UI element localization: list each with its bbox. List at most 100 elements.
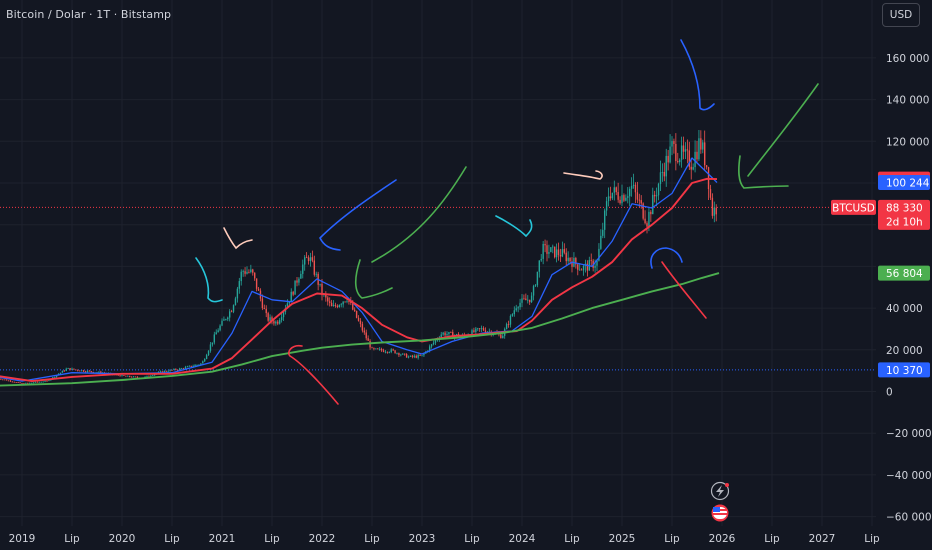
candle-body (565, 252, 567, 262)
candle-body (517, 307, 519, 309)
candle-body (3, 379, 6, 381)
ma-line-ma-slow (0, 272, 720, 387)
event-icons (710, 481, 730, 522)
candle-body (363, 330, 366, 333)
candle-body (146, 375, 148, 377)
candle-body (373, 348, 375, 349)
candle-body (275, 321, 277, 324)
us-flag-icon[interactable] (711, 504, 729, 522)
candle-body (400, 354, 402, 356)
candle-body (596, 260, 598, 266)
y-tick-label: 140 000 (886, 95, 929, 107)
candle-body (77, 369, 79, 371)
candle-body (332, 304, 335, 307)
candle-body (423, 353, 425, 356)
candle-body (442, 332, 444, 335)
candle-body (477, 328, 479, 330)
x-tick-label: 2022 (309, 533, 336, 545)
candle-body (219, 325, 221, 331)
candle-body (80, 370, 83, 372)
candle-body (5, 379, 8, 381)
candle-body (255, 278, 258, 289)
candle-body (290, 291, 292, 302)
candle-body (632, 184, 635, 186)
candle-body (365, 332, 367, 339)
candle-body (375, 348, 377, 350)
lightning-icon[interactable] (710, 481, 730, 501)
candle-body (100, 371, 102, 374)
candle-body (705, 165, 708, 168)
candle-body (396, 353, 398, 354)
candle-body (548, 252, 550, 254)
candle-body (582, 265, 585, 271)
candle-body (627, 196, 629, 198)
candle-body (282, 311, 285, 318)
price-axis[interactable]: 160 000 140 000 120 000 40 000 20 000 0 −20 00… (886, 53, 932, 524)
candle-body (336, 305, 339, 308)
candle-body (28, 382, 31, 384)
candle-body (515, 308, 517, 311)
candle-body (567, 257, 569, 262)
candle-body (653, 194, 656, 197)
candle-body (19, 382, 21, 384)
candle-body (73, 368, 75, 370)
candle-body (202, 361, 204, 364)
candle-body (569, 257, 571, 262)
candle-body (65, 368, 67, 371)
drawing-blue-hook-2025 (650, 247, 683, 269)
candle-body (638, 199, 641, 201)
candle-body (540, 258, 542, 261)
candle-body (82, 370, 85, 372)
drawing-cyan-arrow (195, 257, 223, 303)
candle-body (359, 320, 362, 325)
candle-body (215, 332, 217, 335)
candle-body (509, 315, 512, 325)
candle-body (78, 370, 81, 372)
candle-body (440, 334, 442, 339)
price-badge (878, 362, 930, 378)
candle-body (38, 381, 41, 383)
candle-body (415, 355, 417, 358)
candle-body (421, 355, 423, 357)
candle-body (265, 308, 267, 314)
candle-body (384, 351, 387, 353)
candle-body (388, 352, 391, 353)
candle-body (430, 344, 433, 347)
drawing-blue-arrow-top (680, 39, 715, 111)
candle-body (536, 271, 539, 286)
candle-body (546, 245, 548, 254)
candle-body (482, 328, 485, 331)
candle-body (209, 344, 212, 351)
candle-body (21, 383, 23, 384)
x-tick-label: 2019 (9, 533, 36, 545)
candle-body (407, 356, 410, 358)
candle-body (621, 195, 623, 204)
candle-body (580, 269, 583, 271)
x-tick-label: 2025 (609, 533, 636, 545)
x-tick-label: 2026 (709, 533, 736, 545)
y-tick-label: −20 000 (886, 428, 932, 440)
x-tick-label: 2024 (509, 533, 536, 545)
candle-body (511, 314, 514, 316)
candle-body (92, 371, 94, 373)
x-tick-label: Lip (764, 533, 780, 545)
price-badge (878, 174, 930, 190)
candle-body (298, 278, 300, 283)
chart-grid (0, 0, 876, 526)
candle-body (59, 372, 62, 374)
currency-button[interactable]: USD (882, 3, 920, 27)
candle-body (444, 332, 446, 336)
candle-body (309, 257, 312, 262)
candle-body (578, 269, 581, 271)
candle-body (711, 197, 714, 216)
drawing-green-arrow-right (747, 83, 819, 177)
candle-body (75, 369, 77, 371)
drawing-peach-arrow (223, 227, 253, 250)
candle-body (542, 243, 544, 259)
candle-body (636, 192, 639, 200)
time-axis[interactable]: 2019 Lip 2020 Lip 2021 Lip 2022 Lip 2023 Lip 2024 L… (9, 533, 880, 545)
candle-body (34, 381, 37, 383)
candle-body (152, 375, 154, 377)
